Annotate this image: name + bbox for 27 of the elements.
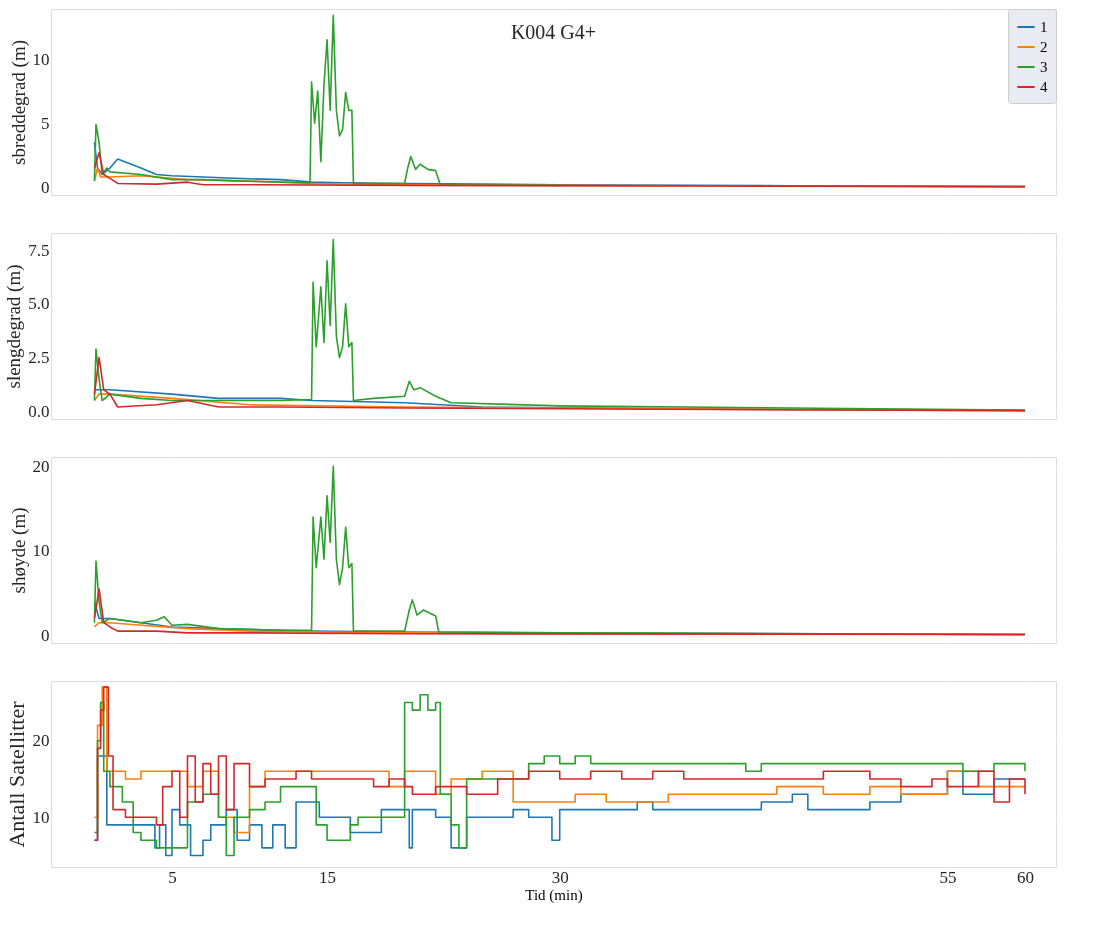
x-tick-label: 55: [939, 867, 957, 887]
y-tick-label: 5.0: [28, 294, 50, 314]
y-axis-title: sbreddegrad (m): [7, 39, 30, 166]
text: K004 G4+: [510, 20, 597, 43]
y-tick-label: 10: [32, 541, 50, 561]
y-axis-title: Antall Satellitter: [3, 700, 29, 848]
x-axis-title: Tid (min): [525, 886, 583, 904]
x-tick-label: 15: [319, 867, 337, 887]
x-tick-label: 5: [168, 867, 177, 887]
legend-label: 1: [1040, 19, 1048, 35]
x-tick-label: 30: [551, 867, 569, 887]
x-tick-label: 60: [1016, 867, 1034, 887]
legend-label: 2: [1040, 39, 1048, 55]
y-tick-label: 5: [41, 113, 50, 133]
y-axis-title: slengdegrad (m): [3, 264, 26, 389]
y-tick-label: 7.5: [28, 240, 50, 260]
y-axis-title: shøyde (m): [7, 507, 30, 594]
y-tick-label: 0: [41, 625, 50, 645]
y-tick-label: 2.5: [28, 348, 50, 368]
y-tick-label: 20: [32, 456, 50, 476]
y-tick-label: 0.0: [28, 401, 50, 421]
y-tick-label: 20: [32, 731, 50, 751]
y-tick-label: 0: [41, 177, 50, 197]
y-tick-label: 10: [32, 49, 50, 69]
legend-label: 3: [1040, 59, 1048, 75]
y-tick-label: 10: [32, 807, 50, 827]
legend-label: 4: [1040, 79, 1048, 95]
